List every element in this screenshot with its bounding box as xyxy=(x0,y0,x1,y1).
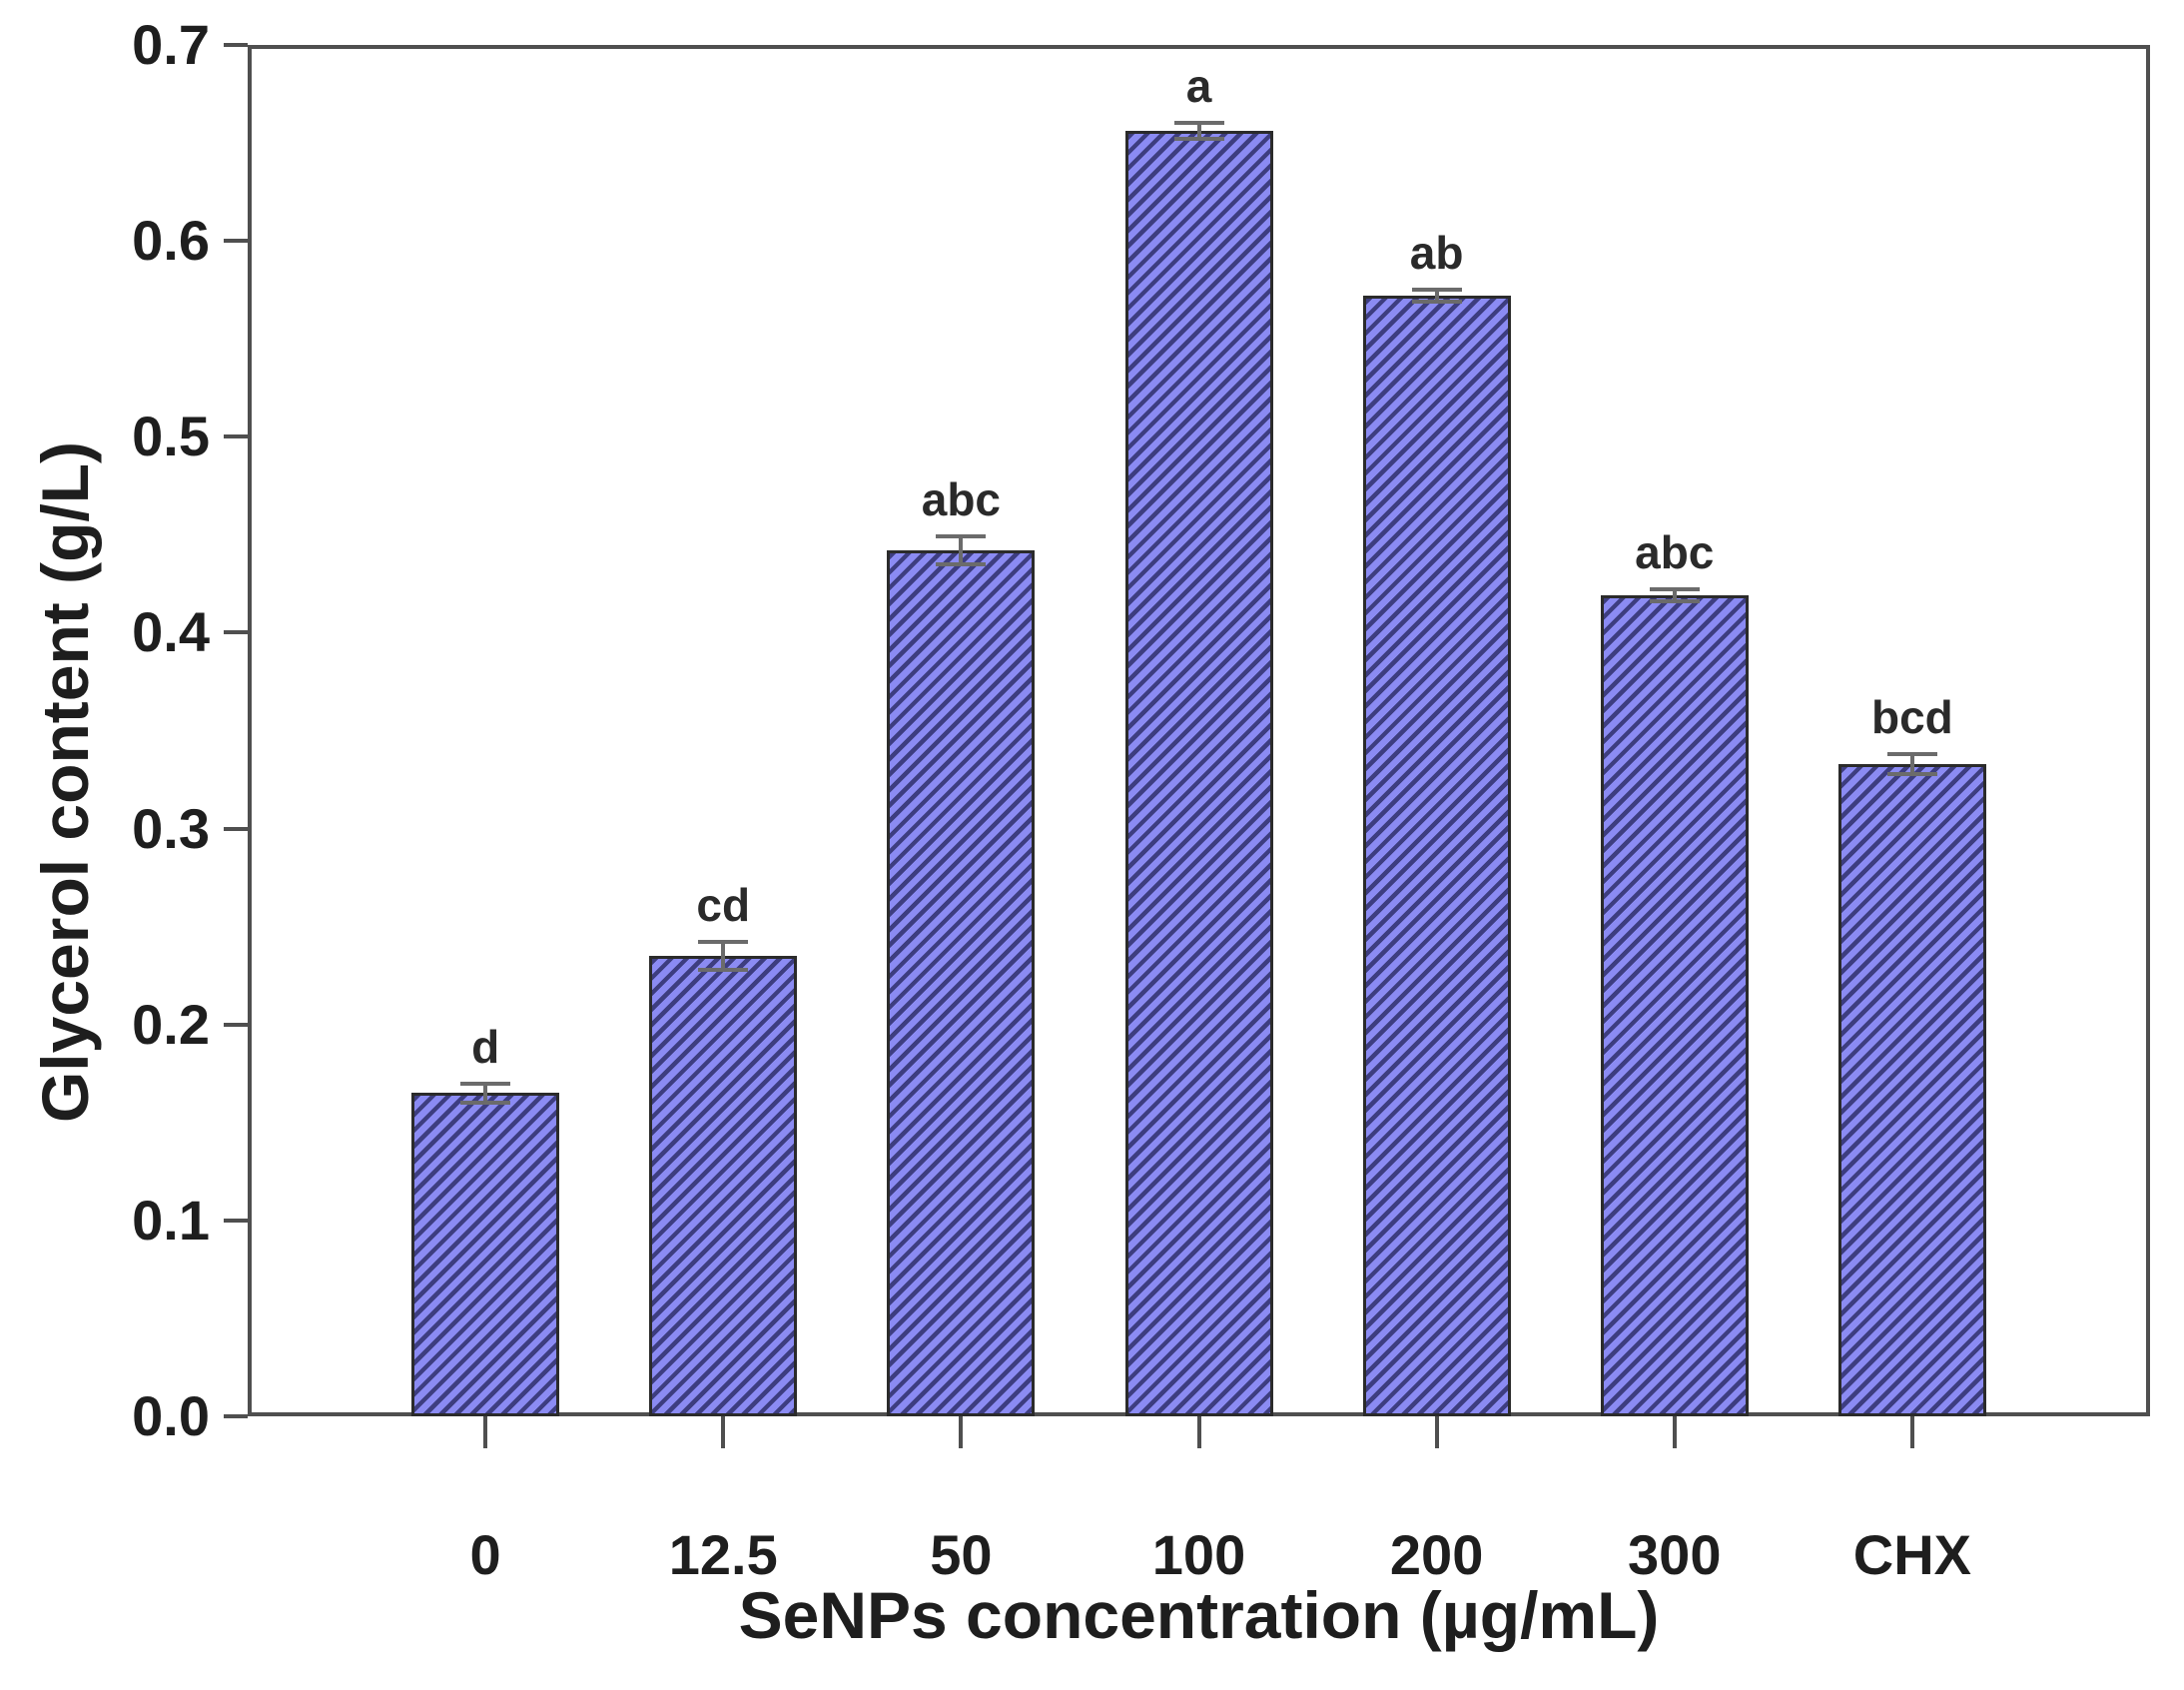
error-bar-line xyxy=(721,942,726,970)
x-tick-label: 12.5 xyxy=(668,1523,778,1586)
x-axis-title: SeNPs concentration (µg/mL) xyxy=(738,1578,1660,1652)
y-tick-label: 0.1 xyxy=(132,1188,210,1252)
x-tick-label: 300 xyxy=(1628,1523,1722,1586)
error-bar-cap xyxy=(1886,752,1937,757)
y-axis-tick xyxy=(224,43,248,47)
x-axis-tick xyxy=(483,1416,488,1448)
error-bar-cap xyxy=(1886,771,1937,776)
error-bar-cap xyxy=(1411,299,1462,304)
error-bar-line xyxy=(1672,589,1677,602)
y-tick-label: 0.7 xyxy=(132,13,210,76)
x-tick-label: 200 xyxy=(1389,1523,1484,1586)
x-tick-label: 50 xyxy=(930,1523,993,1586)
x-axis-tick xyxy=(1909,1416,1914,1448)
significance-letter: d xyxy=(471,1020,500,1073)
error-bar-cap xyxy=(1173,137,1224,142)
error-bar-line xyxy=(483,1083,488,1104)
error-bar-line xyxy=(1909,754,1914,774)
x-axis-tick xyxy=(1196,1416,1201,1448)
y-tick-label: 0.4 xyxy=(132,600,210,664)
significance-letter: bcd xyxy=(1870,691,1953,744)
y-axis-tick xyxy=(224,826,248,831)
error-bar-cap xyxy=(1411,288,1462,293)
y-tick-label: 0.2 xyxy=(132,992,210,1056)
y-axis-tick xyxy=(224,1218,248,1223)
bar xyxy=(1124,131,1273,1416)
x-axis-tick xyxy=(1434,1416,1439,1448)
y-axis-tick xyxy=(224,239,248,244)
x-axis-tick xyxy=(1672,1416,1677,1448)
y-tick-label: 0.3 xyxy=(132,796,210,860)
y-axis-tick xyxy=(224,1414,248,1418)
bar xyxy=(411,1093,560,1416)
x-axis-tick xyxy=(721,1416,726,1448)
error-bar-cap xyxy=(936,534,987,539)
significance-letter: ab xyxy=(1409,227,1464,280)
bar xyxy=(887,550,1036,1416)
error-bar-cap xyxy=(936,561,987,566)
bar xyxy=(1837,763,1986,1416)
y-tick-label: 0.5 xyxy=(132,405,210,468)
error-bar-cap xyxy=(698,940,749,945)
significance-letter: a xyxy=(1185,60,1212,113)
x-tick-label: 100 xyxy=(1151,1523,1246,1586)
bar xyxy=(649,956,798,1416)
error-bar-cap xyxy=(1649,587,1700,592)
y-axis-tick xyxy=(224,434,248,439)
bar xyxy=(1600,595,1749,1416)
y-axis-title: Glycerol content (g/L) xyxy=(28,440,102,1124)
y-tick-label: 0.6 xyxy=(132,209,210,273)
error-bar-line xyxy=(1434,290,1439,302)
y-axis-tick xyxy=(224,1022,248,1027)
error-bar-cap xyxy=(460,1081,511,1086)
bar xyxy=(1362,296,1511,1416)
significance-letter: abc xyxy=(921,473,1001,526)
y-axis-tick xyxy=(224,630,248,635)
significance-letter: cd xyxy=(696,879,751,932)
significance-letter: abc xyxy=(1635,526,1715,579)
error-bar-line xyxy=(1196,123,1201,140)
error-bar-cap xyxy=(1173,121,1224,126)
x-tick-label: 0 xyxy=(469,1523,501,1586)
x-axis-tick xyxy=(959,1416,964,1448)
x-tick-label: CHX xyxy=(1852,1523,1971,1586)
error-bar-cap xyxy=(1649,599,1700,604)
error-bar-line xyxy=(959,536,964,564)
error-bar-cap xyxy=(460,1101,511,1106)
error-bar-cap xyxy=(698,967,749,972)
y-tick-label: 0.0 xyxy=(132,1384,210,1447)
